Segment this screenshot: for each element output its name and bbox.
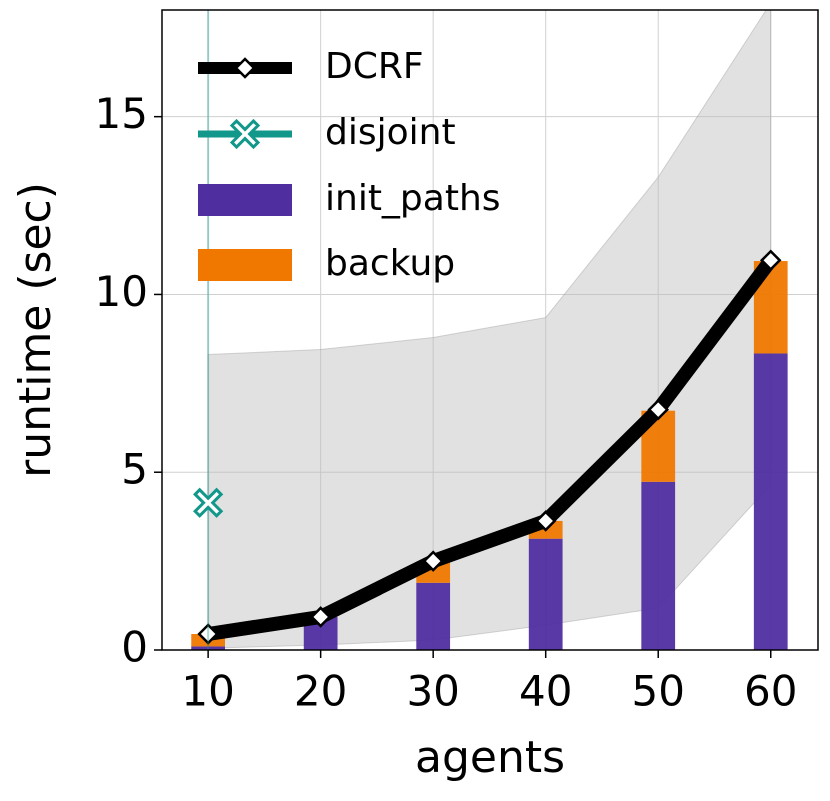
x-tick-label: 30	[406, 667, 459, 716]
marker	[422, 550, 444, 572]
plot-area	[191, 10, 788, 650]
marker	[647, 398, 669, 421]
y-tick-label: 15	[95, 89, 148, 138]
legend-swatch	[198, 249, 292, 281]
x-tick-label: 10	[181, 667, 234, 716]
y-tick-label: 10	[95, 267, 148, 316]
marker	[759, 249, 782, 272]
x-tick-label: 40	[519, 667, 572, 716]
y-tick-label: 0	[121, 623, 148, 672]
legend-label: init_paths	[325, 178, 501, 219]
legend-label: backup	[325, 243, 455, 284]
x-axis-label: agents	[415, 732, 565, 783]
marker	[193, 487, 224, 518]
marker	[309, 606, 332, 628]
legend-marker	[234, 57, 256, 79]
legend-label: DCRF	[325, 46, 424, 87]
y-axis-label: runtime (sec)	[10, 182, 61, 478]
bar	[416, 582, 451, 650]
y-tick-label: 5	[121, 445, 148, 494]
ticks: 0 5 10 15 10 20 30 40 50 60	[95, 89, 798, 715]
bar	[753, 353, 788, 650]
bar	[528, 538, 563, 650]
axes-frame	[161, 9, 819, 651]
legend-marker	[229, 118, 261, 150]
x-tick-label: 20	[294, 667, 347, 716]
legend-label: disjoint	[325, 112, 456, 153]
bar	[641, 481, 676, 650]
line	[207, 256, 777, 641]
marker	[534, 510, 557, 532]
x-tick-label: 60	[744, 667, 797, 716]
x-tick-label: 50	[631, 667, 684, 716]
range-band	[207, 10, 772, 649]
marker	[197, 623, 219, 645]
legend-swatch	[198, 184, 292, 216]
bar	[191, 646, 226, 650]
